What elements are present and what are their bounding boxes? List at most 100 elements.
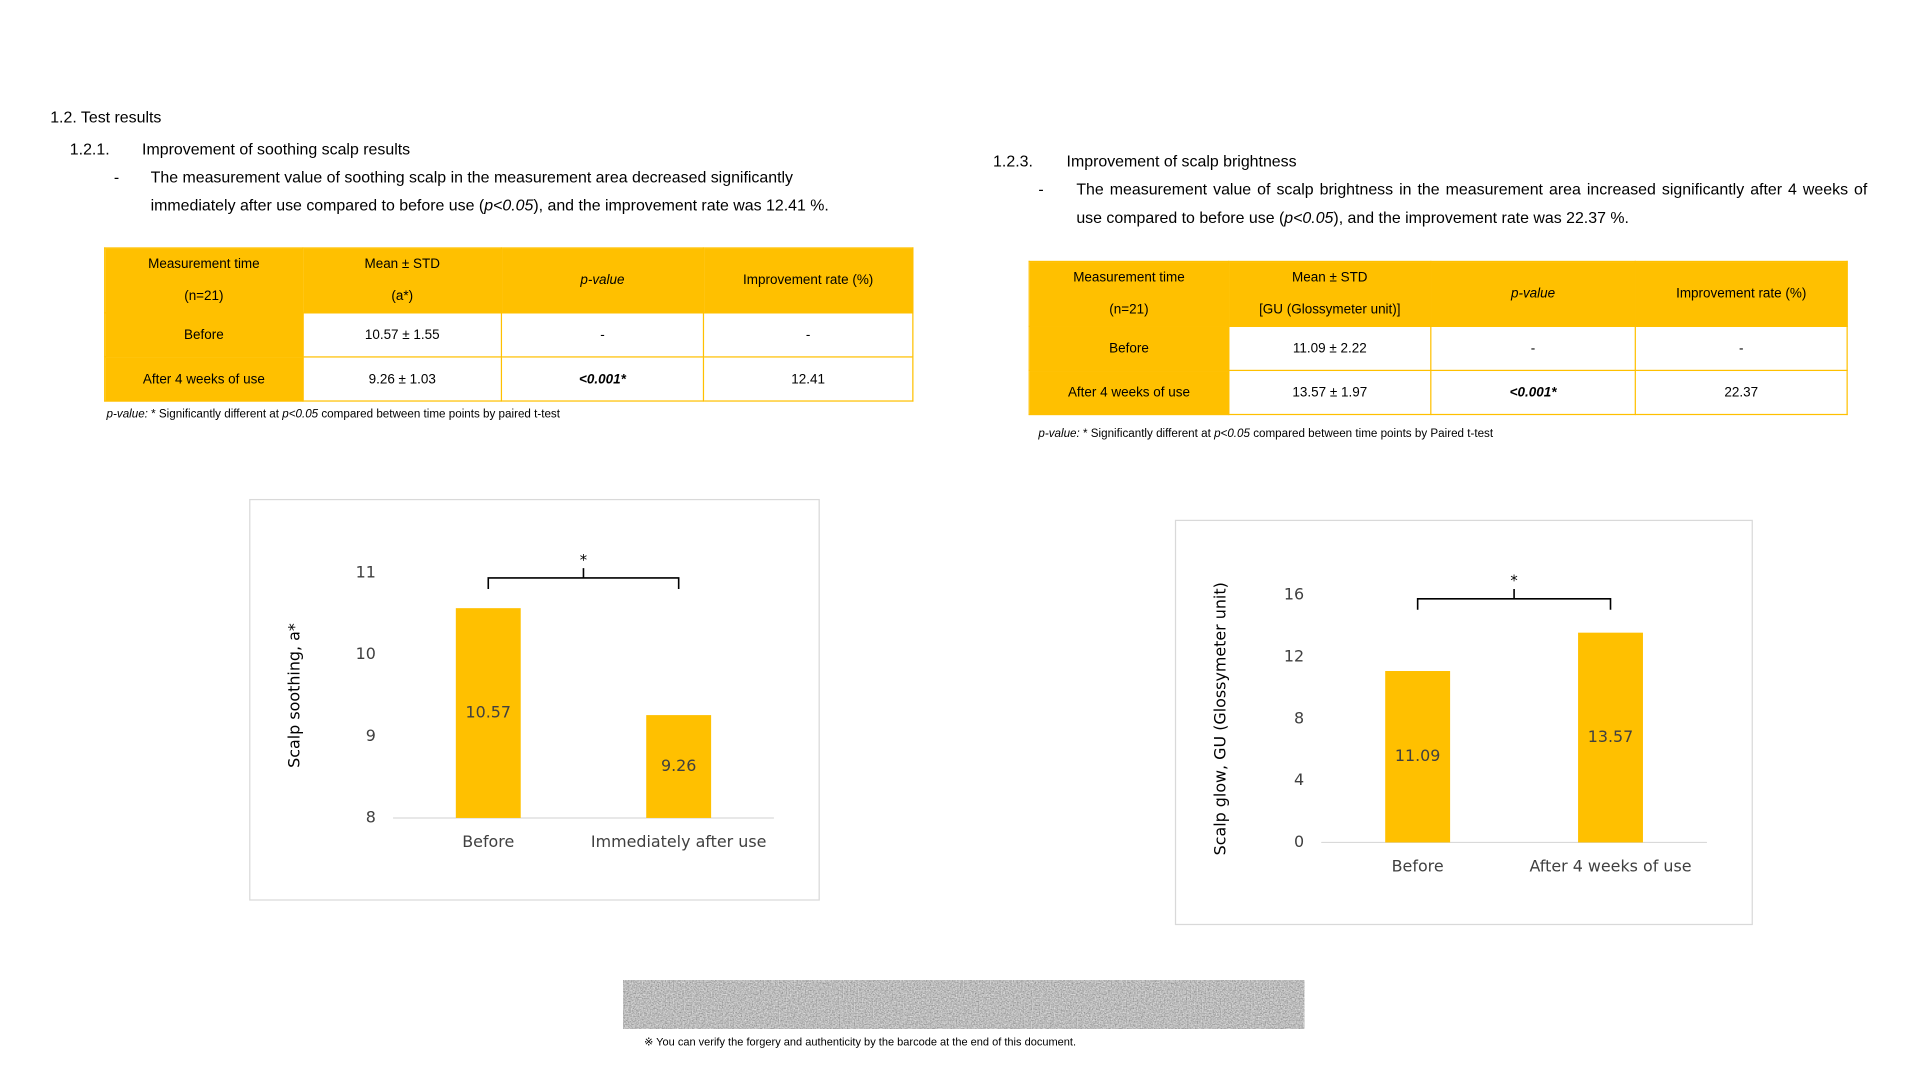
significance-bracket: [487, 568, 680, 589]
table-cell: -: [1634, 325, 1848, 372]
header-cell: p-value: [500, 247, 705, 314]
header-row: Measurement time (n=21) Mean ± STD [GU (Glo…: [1028, 260, 1848, 327]
header-row: Measurement time (n=21) Mean ± STD (a*) p-va…: [104, 247, 914, 314]
table-cell: -: [500, 312, 705, 358]
header-cell: Improvement rate (%): [702, 247, 914, 314]
section-number: 1.2.1.: [69, 139, 110, 158]
header-text: (n=21): [184, 288, 224, 304]
bar-value-label: 11.09: [1395, 746, 1441, 765]
header-text: [GU (Glossymeter unit)]: [1259, 302, 1401, 318]
text: p<0.05: [484, 195, 534, 215]
table-note: p-value: * Significantly different at p<…: [1038, 427, 1493, 440]
bar: [646, 715, 712, 818]
x-tick-label: Before: [1392, 856, 1444, 875]
table-cell: -: [702, 312, 914, 358]
y-tick-label: 16: [1284, 585, 1304, 604]
header-text: p-value: [1510, 286, 1556, 302]
header-text: Mean ± STD: [364, 257, 440, 272]
table-cell: <0.001*: [500, 356, 705, 402]
header-cell: Measurement time (n=21): [104, 247, 304, 314]
chart-frame: [249, 498, 820, 901]
header-cell: Measurement time (n=21): [1028, 260, 1230, 327]
header-text: p-value: [580, 273, 625, 288]
header-text: Measurement time: [1073, 270, 1185, 286]
paragraph: The measurement value of scalp brightnes…: [1076, 175, 1867, 231]
y-tick-label: 8: [1294, 708, 1304, 727]
barcode: [643, 983, 855, 1026]
bullet: -: [1038, 180, 1044, 199]
x-tick-label: Before: [462, 832, 514, 851]
y-tick-label: 4: [1294, 770, 1304, 789]
header-text: (n=21): [1109, 302, 1149, 318]
table-row: Before 11.09 ± 2.22- -: [1028, 325, 1848, 372]
bar: [1578, 632, 1643, 843]
text: The measurement value of soothing scalp …: [150, 167, 794, 215]
y-axis-label: Scalp glow, GU (Glossymeter unit): [1210, 582, 1229, 855]
y-tick-label: 8: [366, 807, 376, 826]
table-cell: Before: [1028, 325, 1230, 372]
bullet: -: [113, 167, 120, 187]
text: The measurement value of scalp brightnes…: [1076, 180, 1868, 227]
barcodes: [643, 983, 1284, 1026]
bar: [455, 608, 521, 818]
header-text: (a*): [391, 288, 414, 304]
data-table: Measurement time (n=21) Mean ± STD [GU (Glo…: [1028, 260, 1848, 416]
y-tick-label: 10: [356, 644, 376, 663]
significance-mark: *: [1510, 573, 1517, 590]
table-cell: <0.001*: [1430, 369, 1636, 416]
barcode: [1073, 983, 1284, 1026]
heading: 1.2. Test results: [50, 107, 162, 127]
header-text: Improvement rate (%): [1676, 286, 1807, 302]
header-cell: Mean ± STD [GU (Glossymeter unit)]: [1228, 260, 1432, 327]
y-axis-label: Scalp soothing, a*: [285, 623, 304, 768]
text: ), and the improvement rate was 12.41 %.: [533, 195, 829, 215]
note-text: compared between time points by Paired t…: [1249, 427, 1494, 441]
footer-note: ※ You can verify the forgery and authent…: [644, 1035, 1077, 1049]
header-text: Measurement time: [148, 257, 260, 272]
note-text: * Significantly different at: [1079, 427, 1215, 441]
table-cell: 11.09 ± 2.22: [1228, 325, 1432, 372]
section-number: 1.2.3.: [993, 151, 1033, 171]
barcode: [857, 983, 1069, 1026]
table-cell: After 4 weeks of use: [104, 356, 304, 402]
table-row: After 4 weeks of use 13.57 ± 1.97 <0.001* 2…: [1028, 369, 1848, 416]
table-cell: 9.26 ± 1.03: [302, 356, 503, 402]
data-table: Measurement time (n=21) Mean ± STD (a*) p-va…: [104, 247, 914, 402]
note-text: * Significantly different at: [147, 407, 283, 422]
bar: [1385, 671, 1451, 843]
table-cell: 12.41: [702, 356, 914, 402]
x-tick-label: Immediately after use: [591, 832, 766, 851]
note-text: p-value:: [1038, 427, 1080, 441]
bar-value-label: 10.57: [465, 703, 511, 722]
y-tick-label: 11: [356, 563, 376, 582]
bar-value-label: 13.57: [1588, 727, 1634, 746]
header-cell: Improvement rate (%): [1634, 260, 1848, 327]
y-tick-label: 9: [366, 726, 376, 745]
text: p<0.05: [1284, 208, 1334, 227]
significance-mark: *: [580, 552, 587, 569]
note-text: p<0.05: [282, 407, 319, 422]
text: ), and the improvement rate was 22.37 %.: [1333, 208, 1629, 227]
table-row: After 4 weeks of use 9.26 ± 1.03 <0.001* 12…: [104, 356, 914, 402]
section-title: Improvement of soothing scalp results: [142, 139, 411, 158]
note-text: p<0.05: [1214, 427, 1250, 441]
section-title: Improvement of scalp brightness: [1066, 151, 1297, 171]
table-cell: 13.57 ± 1.97: [1228, 369, 1432, 416]
significance-bracket: [1416, 588, 1612, 610]
chart-frame: [1174, 519, 1753, 926]
header-cell: p-value: [1430, 260, 1636, 327]
table-cell: After 4 weeks of use: [1028, 369, 1230, 416]
x-tick-label: After 4 weeks of use: [1529, 856, 1691, 875]
header-text: Improvement rate (%): [743, 273, 874, 288]
table-cell: Before: [104, 312, 304, 358]
y-tick-label: 12: [1284, 646, 1304, 665]
note-text: compared between time points by paired t…: [318, 407, 560, 422]
table-cell: 10.57 ± 1.55: [302, 312, 503, 358]
paragraph: The measurement value of soothing scalp …: [151, 163, 861, 219]
y-tick-label: 0: [1294, 832, 1304, 851]
bar-value-label: 9.26: [661, 756, 696, 775]
table-cell: 22.37: [1634, 369, 1848, 416]
